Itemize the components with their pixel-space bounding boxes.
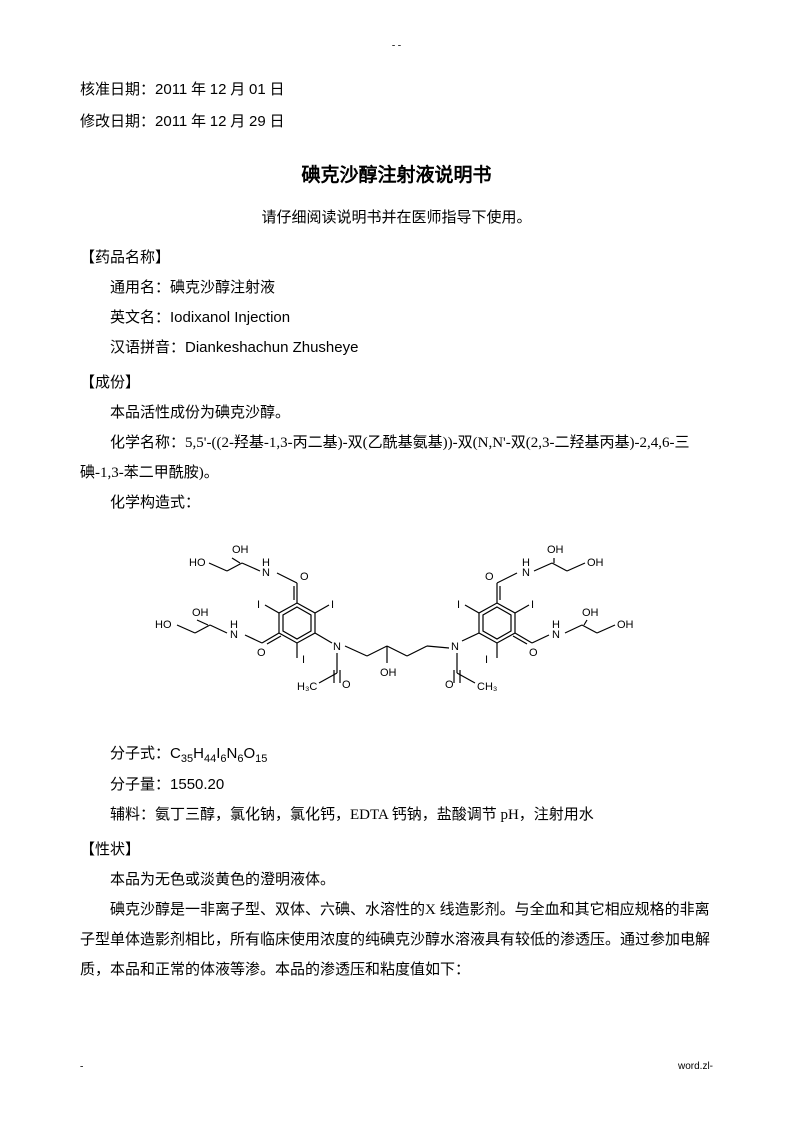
svg-text:I: I — [331, 599, 334, 611]
excipients-value: 氨丁三醇，氯化钠，氯化钙，EDTA 钙钠，盐酸调节 pH，注射用水 — [155, 807, 594, 823]
revision-date-label: 修改日期： — [80, 114, 155, 130]
molecular-formula-line: 分子式：C35H44I6N6O15 — [80, 739, 713, 770]
svg-text:O: O — [300, 571, 309, 583]
svg-text:N: N — [451, 641, 459, 653]
svg-text:OH: OH — [192, 607, 209, 619]
generic-name-label: 通用名： — [110, 280, 170, 296]
revision-date: 修改日期：2011 年 12 月 29 日 — [80, 107, 713, 137]
svg-text:I: I — [531, 599, 534, 611]
english-name-label: 英文名： — [110, 310, 170, 326]
excipients-label: 辅料： — [110, 807, 155, 823]
svg-text:CH₃: CH₃ — [477, 681, 497, 693]
svg-text:I: I — [457, 599, 460, 611]
generic-name-value: 碘克沙醇注射液 — [170, 280, 275, 296]
properties-description: 碘克沙醇是一非离子型、双体、六碘、水溶性的X 线造影剂。与全血和其它相应规格的非… — [80, 895, 713, 985]
formula-value: C35H44I6N6O15 — [170, 745, 267, 762]
generic-name-line: 通用名：碘克沙醇注射液 — [80, 273, 713, 303]
footer-left: - — [80, 1057, 83, 1077]
molecular-weight-line: 分子量：1550.20 — [80, 770, 713, 800]
svg-text:O: O — [342, 679, 351, 691]
svg-text:H: H — [552, 619, 560, 631]
svg-text:I: I — [485, 654, 488, 666]
svg-text:OH: OH — [547, 544, 564, 556]
formula-label: 分子式： — [110, 746, 170, 762]
month-unit-2: 月 — [226, 114, 249, 130]
revision-month: 12 — [210, 113, 227, 130]
chemical-name: 化学名称：5,5'-((2-羟基-1,3-丙二基)-双(乙酰基氨基))-双(N,… — [80, 428, 713, 488]
svg-text:OH: OH — [587, 557, 604, 569]
active-ingredient: 本品活性成份为碘克沙醇。 — [80, 398, 713, 428]
year-unit: 年 — [187, 82, 210, 98]
approval-month: 12 — [210, 81, 227, 98]
svg-text:H: H — [262, 557, 270, 569]
svg-text:HO: HO — [189, 557, 206, 569]
svg-text:O: O — [445, 679, 454, 691]
svg-text:OH: OH — [232, 544, 249, 556]
excipients-line: 辅料：氨丁三醇，氯化钠，氯化钙，EDTA 钙钠，盐酸调节 pH，注射用水 — [80, 800, 713, 830]
revision-day: 29 — [249, 113, 266, 130]
drug-name-header: 【药品名称】 — [80, 243, 713, 273]
document-subtitle: 请仔细阅读说明书并在医师指导下使用。 — [80, 203, 713, 233]
english-name-value: Iodixanol Injection — [170, 309, 290, 326]
revision-year: 2011 — [155, 113, 187, 130]
svg-text:OH: OH — [617, 619, 634, 631]
approval-date: 核准日期：2011 年 12 月 01 日 — [80, 75, 713, 105]
composition-header: 【成份】 — [80, 368, 713, 398]
day-unit-2: 日 — [266, 114, 285, 130]
svg-text:H₃C: H₃C — [297, 681, 317, 693]
svg-text:O: O — [529, 647, 538, 659]
svg-text:I: I — [302, 654, 305, 666]
month-unit: 月 — [226, 82, 249, 98]
svg-text:I: I — [257, 599, 260, 611]
svg-text:OH: OH — [380, 667, 397, 679]
approval-date-label: 核准日期： — [80, 82, 155, 98]
english-name-line: 英文名：Iodixanol Injection — [80, 303, 713, 333]
svg-text:HO: HO — [155, 619, 172, 631]
svg-text:O: O — [485, 571, 494, 583]
pinyin-line: 汉语拼音：Diankeshachun Zhusheye — [80, 333, 713, 363]
svg-text:H: H — [522, 557, 530, 569]
svg-text:OH: OH — [582, 607, 599, 619]
properties-header: 【性状】 — [80, 835, 713, 865]
approval-day: 01 — [249, 81, 266, 98]
svg-text:H: H — [230, 619, 238, 631]
chemical-structure-diagram: O N H OH HO I I O N H OH HO I N — [80, 528, 713, 729]
pinyin-label: 汉语拼音： — [110, 340, 185, 356]
header-dash-marks: - - — [392, 40, 401, 52]
day-unit: 日 — [266, 82, 285, 98]
footer-right: word.zl- — [678, 1057, 713, 1077]
year-unit-2: 年 — [187, 114, 210, 130]
pinyin-value: Diankeshachun Zhusheye — [185, 339, 358, 356]
svg-text:N: N — [333, 641, 341, 653]
document-title: 碘克沙醇注射液说明书 — [80, 157, 713, 195]
svg-text:O: O — [257, 647, 266, 659]
mw-label: 分子量： — [110, 777, 170, 793]
appearance: 本品为无色或淡黄色的澄明液体。 — [80, 865, 713, 895]
approval-year: 2011 — [155, 81, 187, 98]
structure-label: 化学构造式： — [80, 488, 713, 518]
mw-value: 1550.20 — [170, 776, 224, 793]
